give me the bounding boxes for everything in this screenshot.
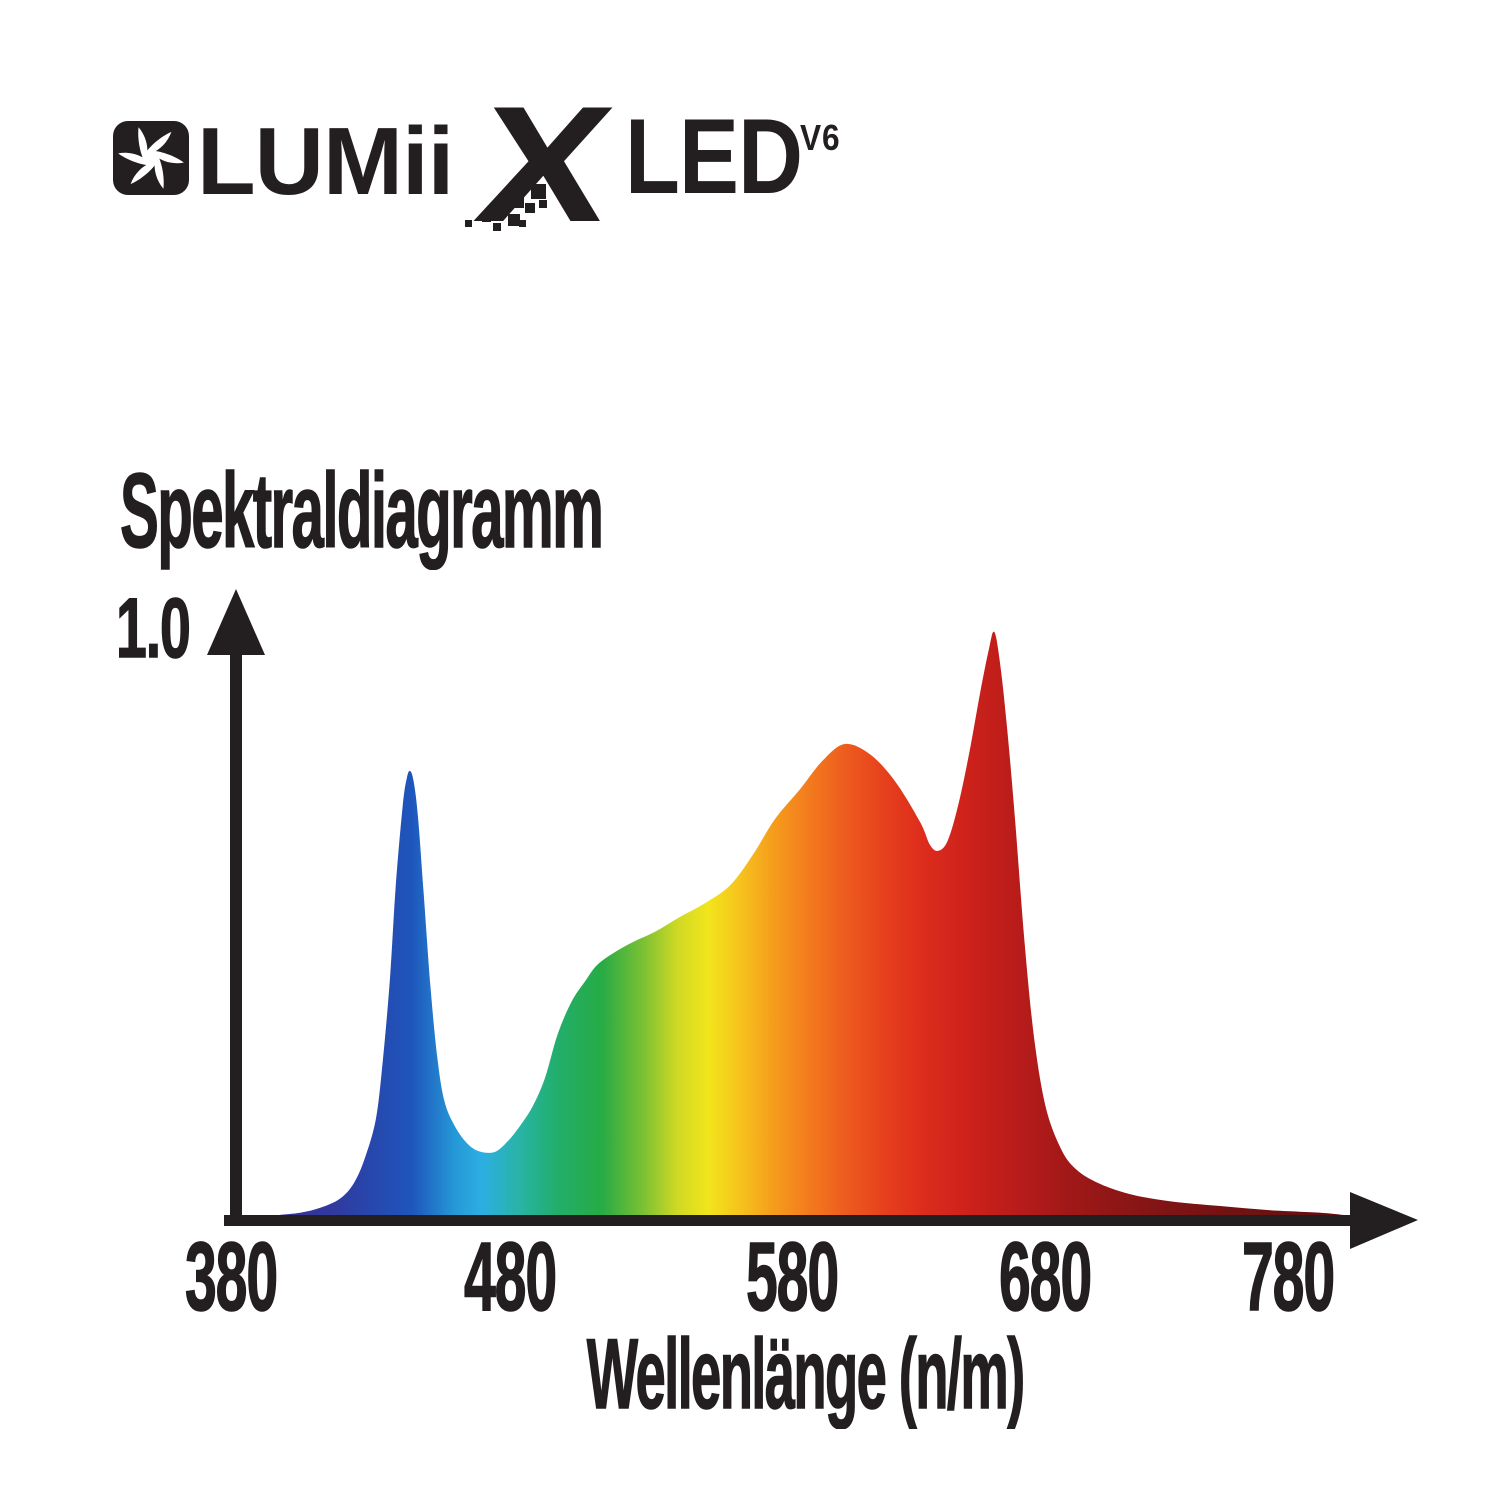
x-axis-line xyxy=(224,1215,1370,1226)
x-tick: 680 xyxy=(895,1222,1195,1331)
pixel-dissolve-square xyxy=(495,204,506,215)
pixel-dissolve-square xyxy=(512,196,524,208)
y-axis-arrow-icon xyxy=(207,589,265,655)
pixel-dissolve-square xyxy=(525,203,535,213)
x-tick-label: 380 xyxy=(184,1222,279,1331)
x-axis-arrow-icon xyxy=(1350,1192,1418,1249)
pixel-dissolve-square xyxy=(539,200,547,208)
x-tick: 780 xyxy=(1138,1222,1438,1331)
brand-logo: LUMii X LED V6 xyxy=(0,0,1500,260)
starburst-icon xyxy=(113,121,189,195)
x-tick: 480 xyxy=(360,1222,660,1331)
x-axis-title: Wellenlänge (n/m) xyxy=(586,1318,1025,1429)
y-axis-line xyxy=(230,648,242,1226)
x-tick-label: 580 xyxy=(745,1222,840,1331)
brand-wordmark-led: LED xyxy=(625,96,803,216)
x-tick: 580 xyxy=(642,1222,942,1331)
x-tick: 380 xyxy=(81,1222,381,1331)
y-axis-max-label: 1.0 xyxy=(116,581,192,675)
chart-title: Spektraldiagramm xyxy=(120,452,605,570)
x-tick-label: 480 xyxy=(463,1222,558,1331)
pixel-dissolve-square xyxy=(493,223,501,231)
x-axis-title-wrap: Wellenlänge (n/m) xyxy=(405,1318,1205,1429)
starburst-icon-graphic xyxy=(118,127,184,189)
pixel-dissolve-square xyxy=(508,214,520,226)
brand-wordmark-lumii: LUMii xyxy=(197,108,454,215)
pixel-dissolve-square xyxy=(531,184,546,199)
pixel-dissolve-square xyxy=(519,220,526,227)
x-tick-label: 680 xyxy=(998,1222,1093,1331)
pixel-dissolve-square xyxy=(465,220,472,227)
x-tick-label: 780 xyxy=(1241,1222,1336,1331)
brand-version-superscript: V6 xyxy=(800,117,841,158)
pixel-dissolve-square xyxy=(482,213,491,222)
spectrum-area-curve xyxy=(278,631,1345,1221)
